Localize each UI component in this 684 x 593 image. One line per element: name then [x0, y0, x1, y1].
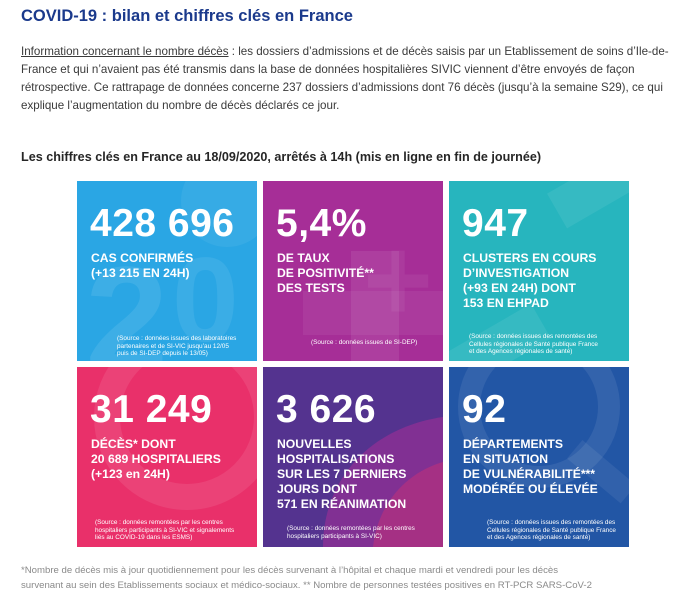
info-label[interactable]: Information concernant le nombre décès	[21, 45, 229, 58]
svg-text:2: 2	[85, 235, 168, 361]
tile-hospitalisations: 3 626 NOUVELLES HOSPITALISATIONS SUR LES…	[263, 367, 443, 547]
tile-label-line: (+13 215 EN 24H)	[91, 266, 190, 280]
tile-label: NOUVELLES HOSPITALISATIONS SUR LES 7 DER…	[277, 437, 406, 512]
tile-value: 428 696	[90, 202, 235, 245]
tile-source-line: (Source : données issues des remontées d…	[487, 519, 616, 526]
tile-positivity-rate: + 5,4% DE TAUX DE POSITIVITÉ** DES TESTS…	[263, 181, 443, 361]
tile-source: (Source : données remontées par les cent…	[95, 519, 234, 542]
svg-text:0: 0	[172, 233, 239, 361]
tile-background-graphic: +	[263, 181, 443, 361]
tile-value: 92	[462, 388, 507, 431]
tile-background-graphic	[77, 367, 257, 547]
tile-value: 947	[462, 202, 529, 245]
tile-source-line: puis de SI-DEP depuis le 13/05)	[117, 350, 208, 357]
tile-source-line: (Source : données issues des laboratoire…	[117, 335, 237, 342]
tile-label-line: DE VULNÉRABILITÉ***	[463, 467, 596, 481]
key-figures-subtitle: Les chiffres clés en France au 18/09/202…	[21, 150, 542, 164]
footnote-line: survenant au sein des Etablissements soc…	[21, 580, 592, 591]
tile-value: 5,4%	[276, 202, 367, 245]
tile-background-graphic	[449, 367, 629, 547]
tile-label-line: DES TESTS	[277, 281, 345, 295]
tile-label-line: JOURS DONT	[277, 482, 357, 496]
svg-text:+: +	[363, 213, 433, 347]
tile-label: CLUSTERS EN COURS D’INVESTIGATION (+93 E…	[463, 251, 596, 311]
tile-source-line: hospitaliers participants à SI-VIC et si…	[95, 526, 235, 534]
tile-label-line: 153 EN EHPAD	[463, 296, 549, 310]
tile-bg	[77, 181, 257, 361]
info-text: : les dossiers d’admissions et de décès …	[21, 45, 669, 112]
tile-label-line: SUR LES 7 DERNIERS	[277, 467, 407, 481]
tile-source-line: (Source : données remontées par les cent…	[287, 525, 415, 532]
tile-source-line: hospitaliers participants à SI-VIC)	[287, 532, 382, 540]
tile-label-line: 20 689 HOSPITALIERS	[91, 452, 221, 466]
tile-label-line: DÉPARTEMENTS	[463, 437, 563, 451]
tile-source: (Source : données issues des remontées d…	[487, 519, 616, 542]
tile-bg	[263, 181, 443, 361]
tile-label-line: (+93 EN 24H) DONT	[463, 281, 576, 295]
tile-source-line: (Source : données issues de SI-DEP)	[311, 339, 418, 346]
tile-label-line: NOUVELLES	[277, 437, 352, 451]
tile-label-line: MODÉRÉE OU ÉLEVÉE	[463, 482, 598, 496]
tile-bg	[449, 367, 629, 547]
footnote: *Nombre de décès mis à jour quotidiennem…	[21, 563, 671, 593]
page-title: COVID-19 : bilan et chiffres clés en Fra…	[21, 7, 353, 25]
tile-source-line: partenaires et de SI-VIC jusqu’au 12/05	[117, 342, 229, 350]
tile-background-graphic	[263, 367, 443, 547]
tile-label-line: D’INVESTIGATION	[463, 266, 570, 280]
tile-confirmed-cases: 2 0 428 696 CAS CONFIRMÉS (+13 215 EN 24…	[77, 181, 257, 361]
tile-source-line: Cellules régionales de Santé publique Fr…	[469, 340, 598, 348]
tile-background-graphic	[449, 181, 629, 361]
tile-source-line: liés au COVID-19 dans les ESMS)	[95, 534, 193, 541]
tile-source-line: et des Agences régionales de santé)	[469, 348, 573, 355]
tile-source-line: (Source : données issues des remontées d…	[469, 333, 598, 340]
tile-label-line: DÉCÈS* DONT	[91, 437, 176, 451]
tile-source: (Source : données remontées par les cent…	[287, 525, 415, 540]
tile-source: (Source : données issues des laboratoire…	[117, 335, 236, 358]
tile-value: 31 249	[90, 388, 213, 431]
tile-bg	[77, 367, 257, 547]
tile-value: 3 626	[276, 388, 377, 431]
tile-label-line: DE POSITIVITÉ**	[277, 266, 374, 280]
footnote-line: *Nombre de décès mis à jour quotidiennem…	[21, 565, 559, 576]
tile-label-line: EN SITUATION	[463, 452, 549, 466]
tile-label: DÉCÈS* DONT 20 689 HOSPITALIERS (+123 en…	[91, 437, 221, 482]
tile-vulnerable-departments: 92 DÉPARTEMENTS EN SITUATION DE VULNÉRAB…	[449, 367, 629, 547]
tile-label-line: CLUSTERS EN COURS	[463, 251, 597, 265]
tile-label-line: HOSPITALISATIONS	[277, 452, 395, 466]
tile-source-line: Cellules régionales de Santé publique Fr…	[487, 526, 616, 534]
tile-source-line: (Source : données remontées par les cent…	[95, 519, 223, 526]
tile-deaths: 31 249 DÉCÈS* DONT 20 689 HOSPITALIERS (…	[77, 367, 257, 547]
tile-source: (Source : données issues de SI-DEP)	[311, 339, 417, 347]
tile-label: CAS CONFIRMÉS (+13 215 EN 24H)	[91, 251, 193, 281]
tile-background-graphic: 2 0	[77, 181, 257, 361]
tile-source: (Source : données issues des remontées d…	[469, 333, 598, 356]
info-paragraph: Information concernant le nombre décès :…	[21, 43, 669, 115]
tile-clusters: 947 CLUSTERS EN COURS D’INVESTIGATION (+…	[449, 181, 629, 361]
tile-label-line: DE TAUX	[277, 251, 330, 265]
tile-source-line: et des Agences régionales de santé)	[487, 534, 591, 541]
tile-label: DÉPARTEMENTS EN SITUATION DE VULNÉRABILI…	[463, 437, 598, 497]
tile-label-line: (+123 en 24H)	[91, 467, 170, 481]
tile-label: DE TAUX DE POSITIVITÉ** DES TESTS	[277, 251, 374, 296]
tile-bg	[449, 181, 629, 361]
tile-label-line: 571 EN RÉANIMATION	[277, 497, 407, 511]
tile-label-line: CAS CONFIRMÉS	[91, 251, 194, 265]
